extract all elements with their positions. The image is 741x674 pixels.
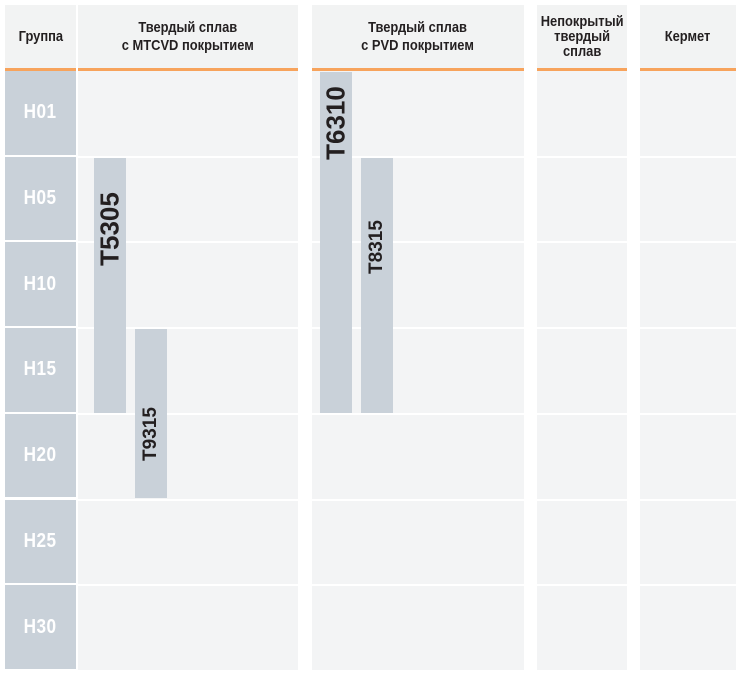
header-mtcvd: Твердый сплав с MTCVD покрытием: [78, 5, 298, 71]
row-divider: [640, 498, 736, 501]
grade-bar-t6310: [320, 72, 352, 413]
row-divider: [537, 155, 627, 158]
header-pvd-line1: Твердый сплав: [368, 18, 468, 36]
row-divider: [78, 412, 298, 415]
row-divider: [640, 155, 736, 158]
grade-label-t8315: T8315: [366, 220, 387, 274]
row-divider: [537, 412, 627, 415]
header-uncoated: Непокрытый твердый сплав: [537, 5, 627, 71]
grade-label-t6310: T6310: [320, 86, 351, 160]
group-label-text: H10: [24, 272, 57, 295]
group-label-text: H01: [24, 101, 57, 124]
header-uncoated-line2: твердый: [554, 28, 610, 45]
group-label-h05: H05: [5, 156, 76, 241]
row-divider: [312, 498, 524, 501]
group-label-h01: H01: [5, 71, 76, 155]
header-uncoated-line3: сплав: [562, 43, 602, 60]
group-label-h30: H30: [5, 585, 76, 669]
group-label-h25: H25: [5, 499, 76, 584]
column-cermet-bg: [640, 71, 736, 670]
row-divider: [640, 412, 736, 415]
row-divider: [78, 155, 298, 158]
group-label-h10: H10: [5, 242, 76, 327]
header-mtcvd-line2: с MTCVD покрытием: [121, 36, 255, 54]
group-label-h20: H20: [5, 413, 76, 498]
row-divider: [312, 327, 524, 330]
grade-bar-t5305: [94, 157, 126, 413]
header-group: Группа: [5, 5, 76, 71]
row-divider: [640, 584, 736, 587]
header-pvd: Твердый сплав с PVD покрытием: [312, 5, 524, 71]
header-group-label: Группа: [18, 27, 63, 45]
row-divider: [312, 241, 524, 244]
row-divider: [78, 241, 298, 244]
row-divider: [312, 584, 524, 587]
grade-bar-t9315: [135, 329, 167, 499]
row-divider: [640, 241, 736, 244]
row-divider: [537, 584, 627, 587]
row-divider: [78, 327, 298, 330]
row-divider: [537, 241, 627, 244]
group-label-text: H15: [24, 358, 57, 381]
header-uncoated-line1: Непокрытый: [540, 13, 624, 30]
row-divider: [78, 498, 298, 501]
grade-label-t9315: T9315: [140, 407, 161, 462]
header-cermet: Кермет: [640, 5, 736, 71]
header-cermet-label: Кермет: [665, 27, 711, 45]
column-uncoated-bg: [537, 71, 627, 670]
group-label-text: H20: [24, 444, 57, 467]
header-mtcvd-line1: Твердый сплав: [138, 18, 238, 36]
row-divider: [312, 412, 524, 415]
group-label-h15: H15: [5, 328, 76, 412]
row-divider: [312, 155, 524, 158]
grade-bar-t8315: [361, 157, 393, 413]
row-divider: [78, 584, 298, 587]
header-pvd-line2: с PVD покрытием: [361, 36, 475, 54]
row-divider: [640, 327, 736, 330]
grade-label-t5305: T5305: [94, 192, 125, 266]
group-label-text: H05: [24, 187, 57, 210]
row-divider: [537, 327, 627, 330]
group-label-text: H25: [24, 529, 57, 552]
group-label-text: H30: [24, 615, 57, 638]
row-divider: [537, 498, 627, 501]
